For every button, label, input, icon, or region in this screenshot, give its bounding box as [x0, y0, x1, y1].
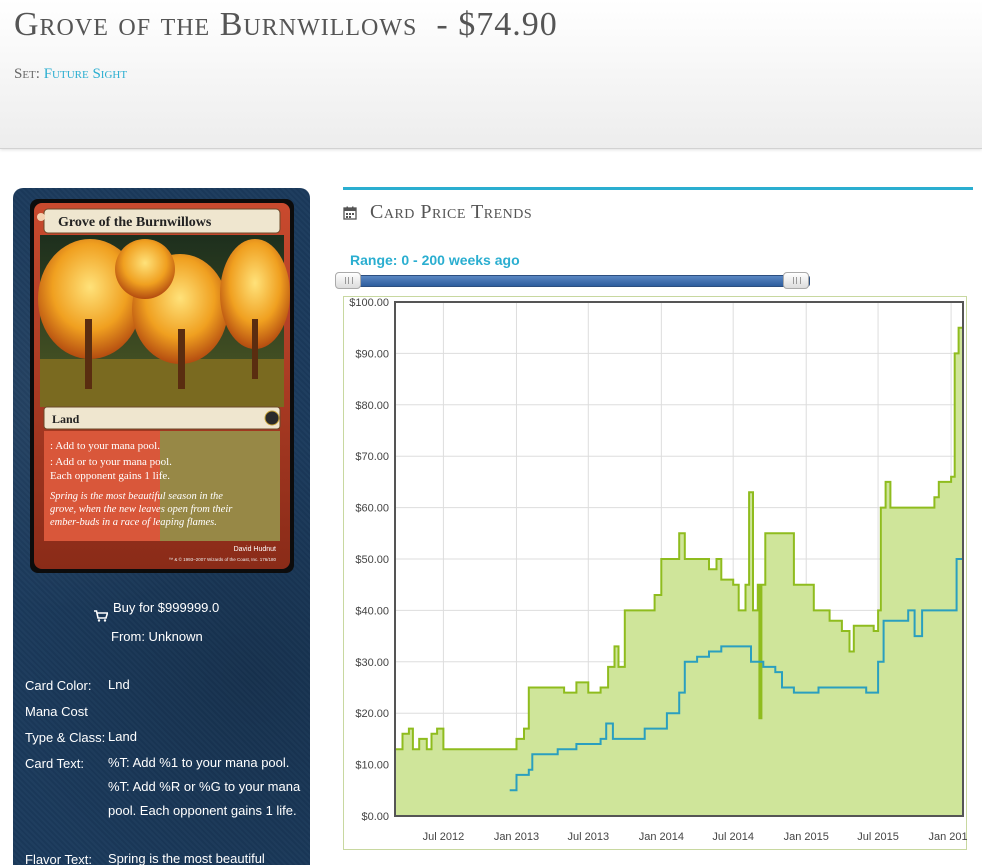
- range-slider-track[interactable]: [343, 275, 810, 287]
- detail-value: Land: [108, 729, 137, 744]
- y-tick-label: $100.00: [349, 297, 389, 309]
- page-header: Grove of the Burnwillows - $74.90 Set: F…: [0, 0, 982, 149]
- cart-icon: [94, 610, 108, 622]
- y-tick-label: $0.00: [361, 811, 389, 823]
- detail-value: Lnd: [108, 677, 130, 692]
- price-area: [395, 327, 963, 816]
- x-tick-label: Jan 2016: [928, 831, 967, 843]
- price-chart: $0.00 $10.00 $20.00 $30.00 $40.00 $50.00 $60.0…: [349, 297, 967, 843]
- y-tick-label: $30.00: [355, 657, 389, 669]
- card-image-rules-1: : Add to your mana pool.: [50, 440, 160, 452]
- card-price: - $74.90: [436, 6, 558, 43]
- x-tick-label: Jan 2014: [639, 831, 684, 843]
- range-slider-handle-start[interactable]: [335, 272, 361, 289]
- x-tick-label: Jul 2012: [423, 831, 465, 843]
- detail-label: Mana Cost: [25, 704, 88, 719]
- series-high-line: [395, 326, 963, 751]
- card-image-flavor-3: ember-buds in a race of leaping flames.: [50, 517, 217, 528]
- detail-label: Card Color:: [25, 678, 92, 693]
- set-link[interactable]: Future Sight: [43, 66, 128, 82]
- set-label: Set:: [14, 66, 40, 82]
- calendar-icon: [343, 206, 357, 220]
- y-tick-label: $50.00: [355, 554, 389, 566]
- detail-label: Card Text:: [25, 756, 85, 771]
- card-image-title: Grove of the Burnwillows: [58, 215, 212, 230]
- trends-title: Card Price Trends: [370, 201, 533, 223]
- card-image-type: Land: [52, 412, 80, 426]
- card-art: Grove of the Burnwillows Land : Add to y…: [34, 203, 290, 569]
- y-tick-label: $60.00: [355, 503, 389, 515]
- card-image-rules-3: Each opponent gains 1 life.: [50, 470, 170, 482]
- card-image-flavor-1: Spring is the most beautiful season in t…: [50, 491, 223, 502]
- page-title: Grove of the Burnwillows - $74.90: [14, 6, 558, 44]
- card-image-artist: David Hudnut: [234, 546, 276, 553]
- x-tick-label: Jul 2015: [857, 831, 899, 843]
- card-image-rules-2: : Add or to your mana pool.: [50, 456, 172, 468]
- y-tick-label: $70.00: [355, 451, 389, 463]
- detail-value: Spring is the most beautiful: [108, 851, 265, 865]
- card-image: Grove of the Burnwillows Land : Add to y…: [30, 199, 294, 573]
- y-tick-label: $40.00: [355, 605, 389, 617]
- range-slider-handle-end[interactable]: [783, 272, 809, 289]
- y-tick-label: $10.00: [355, 760, 389, 772]
- trends-rule: [343, 187, 973, 190]
- y-tick-label: $20.00: [355, 708, 389, 720]
- buy-price[interactable]: Buy for $999999.0: [113, 600, 220, 615]
- set-line: Set: Future Sight: [14, 66, 127, 83]
- detail-value: %T: Add %1 to your mana pool. %T: Add %R…: [108, 755, 301, 818]
- x-tick-label: Jul 2014: [712, 831, 754, 843]
- series-low-line: [509, 558, 963, 792]
- card-image-flavor-2: grove, when the new leaves open from the…: [50, 504, 233, 515]
- buy-from: From: Unknown: [111, 629, 203, 644]
- y-tick-label: $80.00: [355, 400, 389, 412]
- card-sidebar: Grove of the Burnwillows Land : Add to y…: [13, 188, 310, 865]
- detail-label: Flavor Text:: [25, 852, 92, 865]
- x-tick-label: Jan 2013: [494, 831, 539, 843]
- x-tick-label: Jul 2013: [568, 831, 610, 843]
- x-tick-label: Jan 2015: [784, 831, 829, 843]
- detail-label: Type & Class:: [25, 730, 106, 745]
- range-label: Range: 0 - 200 weeks ago: [350, 252, 520, 268]
- card-name: Grove of the Burnwillows: [14, 6, 418, 43]
- card-image-copyright: ™ & © 1993–2007 Wizards of the Coast, In…: [169, 556, 277, 562]
- plot-border: [394, 301, 964, 817]
- y-tick-label: $90.00: [355, 348, 389, 360]
